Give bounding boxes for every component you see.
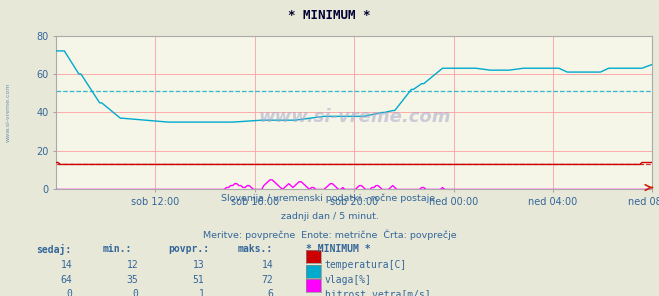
Text: * MINIMUM *: * MINIMUM * xyxy=(288,9,371,22)
Text: 6: 6 xyxy=(268,289,273,296)
Text: * MINIMUM *: * MINIMUM * xyxy=(306,244,371,254)
Text: www.si-vreme.com: www.si-vreme.com xyxy=(258,108,451,126)
Text: 14: 14 xyxy=(61,260,72,271)
Text: min.:: min.: xyxy=(102,244,132,254)
Text: povpr.:: povpr.: xyxy=(168,244,209,254)
Text: 13: 13 xyxy=(192,260,204,271)
Text: 0: 0 xyxy=(67,289,72,296)
Text: 1: 1 xyxy=(198,289,204,296)
Text: maks.:: maks.: xyxy=(237,244,272,254)
Text: 0: 0 xyxy=(132,289,138,296)
Text: 12: 12 xyxy=(127,260,138,271)
Text: sedaj:: sedaj: xyxy=(36,244,71,255)
Text: 64: 64 xyxy=(61,275,72,285)
Text: www.si-vreme.com: www.si-vreme.com xyxy=(5,83,11,142)
Text: 35: 35 xyxy=(127,275,138,285)
Text: vlaga[%]: vlaga[%] xyxy=(325,275,372,285)
Text: hitrost vetra[m/s]: hitrost vetra[m/s] xyxy=(325,289,430,296)
Text: 14: 14 xyxy=(262,260,273,271)
Text: 51: 51 xyxy=(192,275,204,285)
Text: temperatura[C]: temperatura[C] xyxy=(325,260,407,271)
Text: Slovenija / vremenski podatki - ročne postaje.: Slovenija / vremenski podatki - ročne po… xyxy=(221,194,438,203)
Text: Meritve: povprečne  Enote: metrične  Črta: povprečje: Meritve: povprečne Enote: metrične Črta:… xyxy=(203,229,456,240)
Text: zadnji dan / 5 minut.: zadnji dan / 5 minut. xyxy=(281,212,378,221)
Text: 72: 72 xyxy=(262,275,273,285)
